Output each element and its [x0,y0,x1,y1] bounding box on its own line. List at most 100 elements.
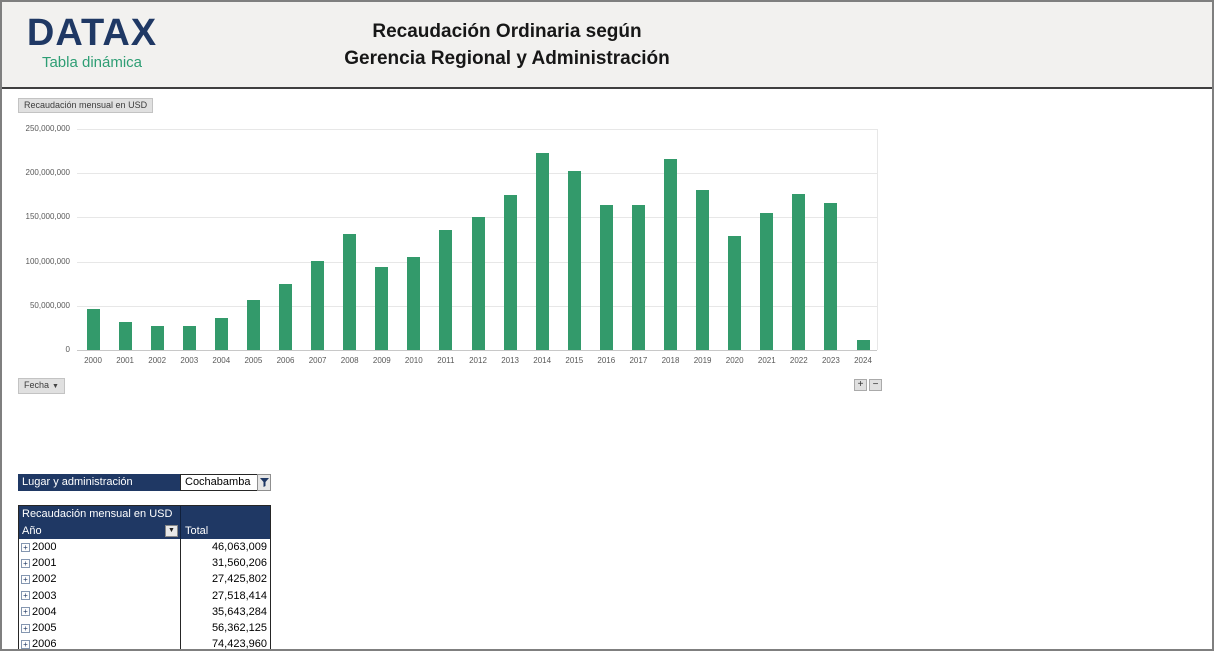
bar-2003[interactable] [182,326,196,350]
year-cell: +2004 [19,603,181,620]
x-axis-tick-label: 2018 [661,356,680,365]
year-label: 2001 [32,557,57,570]
table-row: +2006 74,423,960 [19,636,270,651]
bar-2000[interactable] [86,309,100,350]
year-cell: +2002 [19,571,181,588]
bar-2019[interactable] [696,190,710,350]
x-axis-tick-label: 2020 [725,356,744,365]
bar-2016[interactable] [599,205,613,350]
bar-2002[interactable] [150,326,164,350]
total-cell: 74,423,960 [211,638,267,651]
bar-2018[interactable] [664,159,677,350]
x-axis-tick-label: 2013 [501,356,519,365]
total-cell: 31,560,206 [211,557,267,570]
x-axis-tick-label: 2023 [821,356,840,365]
total-cell: 27,425,802 [211,573,267,586]
y-axis-tick-label: 200,000,000 [25,168,71,178]
filter-funnel-icon [259,478,269,487]
bar-2006[interactable] [279,284,292,350]
bar-2015[interactable] [567,171,581,350]
bar-2012[interactable] [471,217,485,350]
expand-row-button[interactable]: + [21,542,30,552]
y-axis-tick-label: 250,000,000 [25,124,71,133]
total-cell: 35,643,284 [211,605,267,618]
expand-row-button[interactable]: + [21,623,30,633]
chevron-down-icon: ▼ [52,383,59,390]
report-title: Recaudación Ordinaria según Gerencia Reg… [297,18,717,72]
expand-row-button[interactable]: + [21,639,30,649]
year-label: 2002 [32,573,57,586]
bar-2022[interactable] [792,194,806,350]
report-title-line1: Recaudación Ordinaria según [372,21,642,42]
bar-2010[interactable] [407,257,421,350]
bar-2011[interactable] [439,230,453,350]
bar-2008[interactable] [343,234,357,350]
bar-2023[interactable] [824,203,838,350]
bar-2021[interactable] [760,213,774,350]
bar-2009[interactable] [375,267,389,350]
x-axis-tick-label: 2004 [212,356,231,365]
table-row: +2001 31,560,206 [19,555,270,572]
total-cell: 46,063,009 [211,541,267,553]
bar-2005[interactable] [246,300,260,350]
total-column-header: Total [185,525,209,537]
y-gridline [77,173,877,175]
pivot-table-body: +2000 46,063,009 +2001 31,560,206 +2002 27,42… [19,539,270,651]
expand-row-button[interactable]: + [21,574,30,584]
x-axis-tick-label: 2015 [565,356,584,365]
pivot-table-header-row: Año ▼ Total [19,523,270,539]
x-axis-tick-label: 2005 [244,356,263,365]
filter-field-label: Lugar y administración [18,474,180,491]
x-axis-tick-label: 2024 [854,356,872,365]
y-axis-tick-label: 150,000,000 [25,212,71,222]
bar-2014[interactable] [535,153,549,350]
year-label: 2006 [32,638,57,651]
pivot-table: Recaudación mensual en USD Año ▼ Total +… [18,505,271,651]
table-row: +2004 35,643,284 [19,603,270,620]
year-cell: +2005 [19,619,181,637]
bar-2013[interactable] [503,195,517,350]
bar-2001[interactable] [118,322,132,350]
bar-2017[interactable] [631,205,645,350]
table-row: +2005 56,362,125 [19,619,270,637]
y-axis-tick-label: 100,000,000 [25,256,71,266]
year-filter-dropdown-button[interactable]: ▼ [165,525,178,537]
x-axis-tick-label: 2008 [340,356,359,365]
y-gridline [77,129,877,130]
bar-2004[interactable] [214,318,228,350]
header-band: DATAX Tabla dinámica Recaudación Ordinar… [2,2,1212,89]
year-cell: +2006 [19,636,181,651]
expand-row-button[interactable]: + [21,607,30,617]
filter-value-cell[interactable]: Cochabamba [180,474,258,491]
filter-dropdown-button[interactable] [257,474,271,491]
x-axis-tick-label: 2021 [757,356,776,365]
year-label: 2005 [32,622,57,635]
x-axis-tick-label: 2010 [404,356,423,365]
logo-subtitle: Tabla dinámica [41,54,143,71]
total-cell: 27,518,414 [211,589,267,602]
chart-value-field-button[interactable]: Recaudación mensual en USD [18,98,154,113]
x-axis-tick-label: 2019 [693,356,712,365]
expand-row-button[interactable]: + [21,591,30,601]
x-axis-tick-label: 2003 [180,356,199,365]
y-gridline [77,350,877,351]
year-cell: +2000 [19,539,181,556]
table-row: +2003 27,518,414 [19,587,270,604]
chart-axis-field-button[interactable]: Fecha ▼ [18,378,65,394]
bar-2007[interactable] [311,261,325,350]
table-row: +2000 46,063,009 [19,539,270,556]
chart-collapse-button[interactable]: − [869,379,882,391]
x-axis-tick-label: 2000 [84,356,102,365]
x-axis-tick-label: 2006 [276,356,295,365]
bar-2020[interactable] [728,236,742,350]
bar-2024[interactable] [856,340,870,350]
x-axis-tick-label: 2001 [116,356,134,365]
chart-axis-field-label: Fecha [24,380,50,390]
chart-expand-button[interactable]: + [854,379,867,391]
x-axis-tick-label: 2022 [789,356,808,365]
x-axis-tick-label: 2002 [148,356,167,365]
report-title-line2: Gerencia Regional y Administración [344,48,670,69]
year-label: 2004 [32,605,57,618]
expand-row-button[interactable]: + [21,558,30,568]
